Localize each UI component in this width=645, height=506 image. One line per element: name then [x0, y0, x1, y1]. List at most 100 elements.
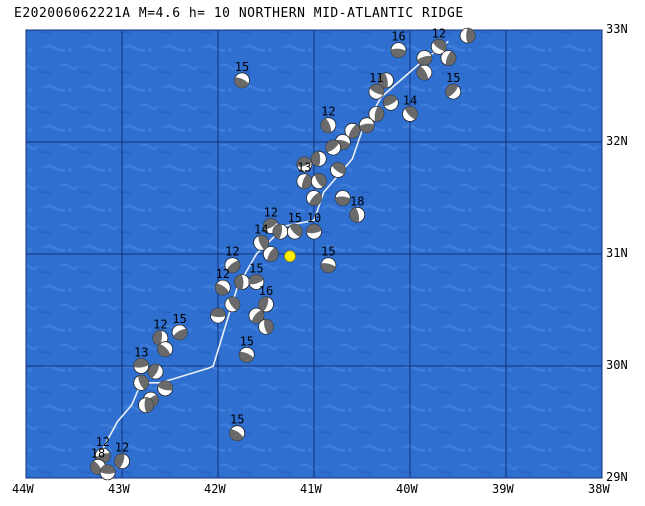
beachball-quadrant: [432, 39, 447, 52]
beachball-quadrant: [210, 308, 226, 318]
beachball-quadrant: [258, 296, 269, 312]
depth-label: 12: [153, 318, 167, 332]
depth-label: 18: [91, 446, 105, 460]
focal-mechanism-beachball: 15: [234, 60, 250, 89]
beachball-quadrant: [348, 124, 360, 139]
focal-mechanism-beachball: [416, 50, 433, 66]
beachball-quadrant: [335, 196, 351, 206]
focal-mechanism-beachball: [306, 190, 322, 206]
depth-label: 15: [240, 334, 254, 348]
focal-mechanism-beachball: [296, 156, 313, 173]
focal-mechanism-beachball: 14: [253, 222, 270, 251]
beachball-quadrant: [311, 151, 321, 167]
beachball-quadrant: [320, 263, 336, 273]
beachball-quadrant: [157, 380, 173, 391]
focal-mechanism-beachball: [440, 50, 457, 66]
beachball-quadrant: [296, 156, 312, 167]
focal-mechanism-beachball: [334, 190, 351, 206]
focal-mechanism-beachball: [310, 150, 327, 167]
beachball-quadrant: [258, 235, 269, 250]
latitude-tick-label: 29N: [606, 470, 628, 484]
focal-mechanism-beachball: 12: [320, 105, 337, 134]
depth-label: 10: [307, 211, 321, 225]
focal-mechanism-beachball: 15: [445, 71, 462, 100]
beachball-quadrant: [309, 192, 322, 206]
longitude-tick-label: 39W: [492, 482, 514, 496]
beachball-quadrant: [314, 173, 327, 188]
graticule: [25, 29, 603, 479]
beachball-quadrant: [157, 343, 171, 357]
focal-mechanism-beachball: [138, 397, 154, 414]
focal-mechanisms: 12 16 15 11 14 12 13 18 15 12 15 10 14 15 12 12 15 16 15 15…: [90, 26, 476, 481]
beachball-quadrant: [215, 283, 229, 296]
depth-label: 12: [321, 105, 335, 119]
longitude-tick-label: 44W: [12, 482, 34, 496]
focal-mechanism-beachball: [258, 318, 274, 335]
map-title: E202006062221A M=4.6 h= 10 NORTHERN MID-…: [14, 6, 464, 21]
focal-mechanism-beachball: [224, 296, 241, 313]
focal-mechanism-beachball: [378, 72, 394, 89]
beachball-quadrant: [267, 247, 279, 262]
focal-mechanism-beachball: 15: [229, 413, 246, 442]
focal-mechanism-beachball: 18: [349, 194, 366, 223]
beachball-quadrant: [369, 84, 384, 95]
longitude-tick-label: 40W: [396, 482, 418, 496]
depth-label: 15: [172, 312, 186, 326]
focal-mechanism-beachball: 16: [390, 30, 407, 59]
focal-mechanism-beachball: 12: [224, 245, 241, 274]
beachball-quadrant: [383, 95, 398, 107]
focal-mechanism-beachball: [234, 274, 250, 290]
latitude-tick-label: 30N: [606, 358, 628, 372]
depth-label: 12: [216, 267, 230, 281]
beachball-quadrant: [90, 460, 103, 475]
focal-mechanism-beachball: 13: [296, 161, 313, 190]
depth-label: 13: [297, 161, 311, 175]
depth-label: 12: [115, 441, 129, 455]
beachball-quadrant: [148, 364, 160, 379]
beachball-quadrant: [264, 319, 274, 335]
beachball-quadrant: [239, 351, 254, 363]
depth-label: 15: [321, 245, 335, 259]
beachball-quadrant: [114, 453, 125, 469]
epicenter-marker: [284, 250, 296, 263]
depth-label: 18: [350, 194, 364, 208]
focal-mechanism-beachball: [416, 64, 433, 81]
focal-mechanism-beachball: [325, 139, 342, 156]
depth-label: 14: [403, 94, 417, 108]
focal-mechanism-beachball: [459, 27, 476, 44]
focal-mechanism-beachball: [99, 464, 116, 481]
focal-mechanism-beachball: [344, 122, 361, 139]
longitude-tick-label: 42W: [204, 482, 226, 496]
beachball-quadrant: [248, 274, 264, 285]
depth-label: 12: [225, 245, 239, 259]
beachball-quadrant: [349, 207, 360, 223]
focal-mechanism-beachball: 12: [214, 267, 231, 296]
focal-mechanism-beachball: [248, 307, 265, 324]
beachball-quadrant: [325, 140, 340, 153]
beachball-quadrant: [445, 50, 456, 66]
beachball-quadrant: [301, 174, 312, 189]
focal-mechanism-beachball: [382, 94, 399, 111]
focal-mechanism-beachball: 15: [248, 262, 265, 290]
focal-mechanism-beachball: [358, 117, 375, 134]
beachball-quadrant: [138, 375, 149, 390]
latitude-tick-label: 31N: [606, 246, 628, 260]
focal-mechanism-beachball: 10: [306, 211, 322, 240]
beachball-quadrant: [152, 330, 163, 346]
focal-mechanism-beachball: [368, 106, 385, 122]
beachball-quadrant: [226, 260, 240, 273]
beachball-quadrant: [173, 328, 188, 340]
focal-mechanism-beachball: [133, 374, 150, 391]
focal-mechanism-beachball: [157, 341, 174, 358]
beachball-quadrant: [445, 84, 459, 98]
focal-mechanism-beachball: 15: [238, 334, 255, 363]
longitude-tick-label: 43W: [108, 482, 130, 496]
focal-mechanism-beachball: 12: [430, 26, 447, 55]
focal-mechanism-beachball: 15: [171, 312, 188, 341]
beachball-quadrant: [391, 48, 406, 58]
focal-mechanism-beachball: 15: [320, 245, 337, 274]
depth-label: 12: [264, 206, 278, 220]
focal-mechanism-beachball: [330, 162, 346, 178]
longitude-tick-label: 38W: [588, 482, 610, 496]
beachball-quadrant: [331, 162, 346, 175]
